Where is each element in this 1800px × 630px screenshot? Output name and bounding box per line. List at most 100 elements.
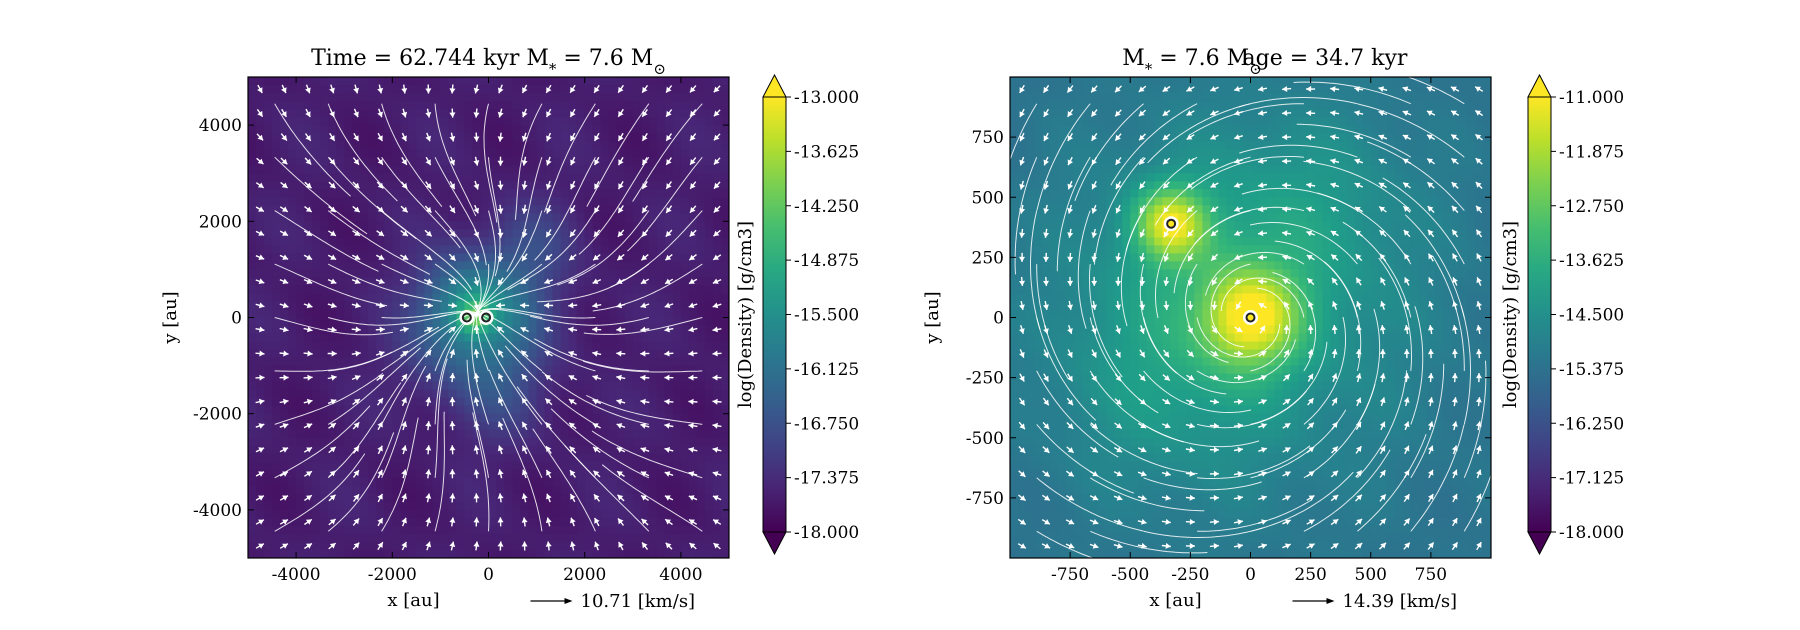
- density-cell: [504, 397, 514, 407]
- density-cell: [1410, 125, 1420, 134]
- velocity-arrow-head: [545, 517, 552, 524]
- density-cell: [360, 237, 369, 246]
- density-cell: [712, 405, 722, 415]
- density-cell: [344, 245, 353, 254]
- density-cell: [400, 333, 409, 343]
- velocity-arrow-head: [618, 111, 624, 117]
- density-cell: [392, 237, 401, 246]
- density-cell: [384, 85, 393, 94]
- density-cell: [1178, 117, 1187, 126]
- velocity-arrow-head: [714, 182, 720, 189]
- density-cell: [688, 245, 698, 254]
- density-cell: [632, 517, 642, 527]
- density-cell: [344, 501, 353, 511]
- velocity-arrow-head: [497, 541, 504, 547]
- title-mass-symbol: M: [526, 46, 549, 71]
- velocity-arrow-head: [642, 183, 648, 189]
- density-cell: [1034, 109, 1043, 118]
- density-cell: [616, 221, 626, 230]
- density-cell: [288, 509, 297, 519]
- velocity-arrow-head: [546, 469, 552, 476]
- density-cell: [672, 285, 682, 295]
- velocity-arrow-head: [546, 111, 552, 118]
- density-cell: [384, 197, 393, 206]
- density-cell: [568, 141, 578, 150]
- density-cell: [432, 309, 441, 319]
- density-cell: [1386, 117, 1396, 126]
- density-cell: [344, 109, 353, 118]
- streamline: [504, 345, 596, 425]
- density-cell: [664, 77, 674, 86]
- density-cell: [512, 245, 522, 254]
- density-cell: [440, 365, 450, 375]
- density-cell: [624, 181, 634, 190]
- density-cell: [440, 413, 450, 423]
- density-cell: [656, 205, 666, 214]
- density-cell: [576, 469, 586, 479]
- density-cell: [472, 293, 482, 303]
- density-cell: [704, 381, 714, 391]
- density-cell: [376, 309, 385, 319]
- density-cell: [248, 469, 257, 479]
- density-cell: [496, 237, 506, 246]
- density-cell: [480, 205, 490, 214]
- density-cell: [600, 485, 610, 495]
- density-cell: [416, 181, 425, 190]
- density-cell: [616, 149, 626, 158]
- density-cell: [624, 501, 634, 511]
- density-cell: [296, 237, 305, 246]
- density-cell: [696, 261, 706, 270]
- velocity-arrow-head: [377, 111, 383, 118]
- density-cell: [560, 341, 570, 351]
- density-cell: [520, 173, 530, 182]
- density-cell: [288, 229, 297, 238]
- density-cell: [680, 381, 690, 391]
- density-cell: [360, 461, 369, 471]
- velocity-arrow-head: [427, 302, 433, 309]
- density-cell: [560, 293, 570, 303]
- density-cell: [624, 525, 634, 535]
- density-cell: [680, 173, 690, 182]
- density-cell: [312, 461, 321, 471]
- density-cell: [456, 405, 466, 415]
- velocity-arrow-head: [713, 206, 720, 213]
- density-cell: [512, 509, 522, 519]
- density-cell: [1290, 85, 1300, 94]
- density-cell: [344, 301, 353, 311]
- velocity-arrow-head: [329, 206, 336, 213]
- density-cell: [648, 405, 658, 415]
- density-cell: [696, 501, 706, 511]
- density-cell: [328, 117, 337, 126]
- density-cell: [352, 141, 361, 150]
- density-cell: [424, 549, 433, 558]
- velocity-arrow-head: [473, 207, 479, 214]
- density-cell: [392, 117, 401, 126]
- density-cell: [408, 469, 417, 479]
- density-cell: [1370, 117, 1380, 126]
- density-cell: [536, 277, 546, 287]
- density-cell: [464, 341, 474, 351]
- velocity-arrow-head: [568, 326, 574, 333]
- density-cell: [616, 213, 626, 222]
- density-cell: [712, 221, 722, 230]
- density-cell: [616, 125, 626, 134]
- density-cell: [488, 485, 498, 495]
- density-cell: [296, 381, 305, 391]
- density-cell: [608, 325, 618, 335]
- density-cell: [264, 317, 273, 327]
- density-cell: [328, 453, 337, 463]
- velocity-arrow-head: [353, 542, 360, 549]
- velocity-arrow-head: [568, 399, 575, 405]
- density-cell: [680, 149, 690, 158]
- density-cell: [688, 165, 698, 174]
- density-cell: [312, 293, 321, 303]
- density-cell: [392, 445, 401, 455]
- density-cell: [648, 389, 658, 399]
- density-cell: [320, 253, 329, 262]
- density-cell: [272, 325, 281, 335]
- density-cell: [536, 549, 546, 558]
- streamline: [327, 347, 421, 425]
- density-cell: [1418, 93, 1428, 102]
- density-cell: [552, 293, 562, 303]
- density-cell: [576, 517, 586, 527]
